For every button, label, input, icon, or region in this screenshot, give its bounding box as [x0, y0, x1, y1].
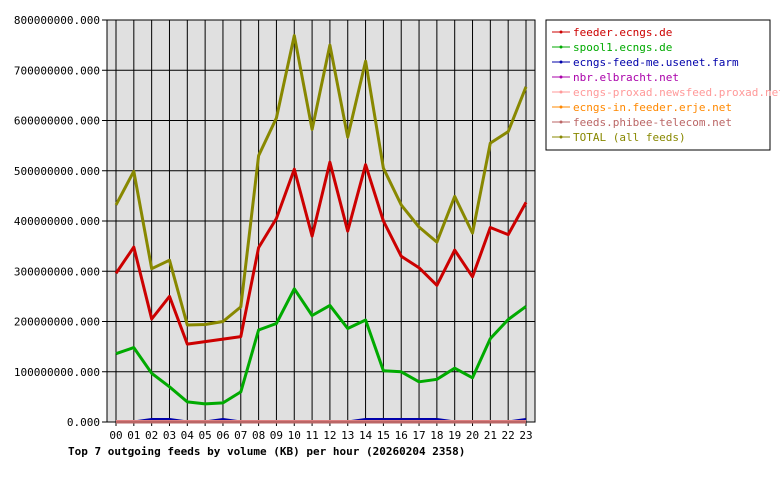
- x-tick-label: 21: [484, 429, 497, 442]
- legend-label: ecngs-proxad.newsfeed.proxad.net: [573, 86, 780, 99]
- x-tick-label: 17: [412, 429, 425, 442]
- x-tick-label: 20: [466, 429, 479, 442]
- x-tick-label: 09: [270, 429, 283, 442]
- legend-marker: [559, 60, 563, 64]
- x-tick-label: 06: [216, 429, 229, 442]
- x-axis-ticks: 00 01 02 03 04 05 06 07 08 09 10 11 12 13 14 15 16 17 18 19…: [109, 422, 533, 442]
- series-line: [115, 287, 527, 406]
- y-tick-label: 200000000.000: [14, 316, 100, 329]
- legend-marker: [559, 30, 563, 34]
- x-tick-label: 11: [305, 429, 318, 442]
- legend-marker: [559, 90, 563, 94]
- y-tick-label: 600000000.000: [14, 115, 100, 128]
- legend-label: feeds.phibee-telecom.net: [573, 116, 732, 129]
- x-tick-label: 05: [199, 429, 212, 442]
- legend-label: ecngs-feed-me.usenet.farm: [573, 56, 739, 69]
- y-tick-label: 800000000.000: [14, 14, 100, 27]
- x-tick-label: 07: [234, 429, 247, 442]
- legend-label: ecngs-in.feeder.erje.net: [573, 101, 732, 114]
- y-tick-label: 400000000.000: [14, 215, 100, 228]
- legend-marker: [559, 135, 563, 139]
- x-tick-label: 04: [181, 429, 195, 442]
- legend-marker: [559, 45, 563, 49]
- x-tick-label: 01: [127, 429, 140, 442]
- x-tick-label: 19: [448, 429, 461, 442]
- x-tick-label: 22: [502, 429, 515, 442]
- series-line: [114, 160, 528, 346]
- series-line: [114, 34, 528, 327]
- x-tick-label: 16: [395, 429, 408, 442]
- x-tick-label: 23: [519, 429, 532, 442]
- series-lines: [114, 34, 528, 424]
- x-tick-label: 15: [377, 429, 390, 442]
- y-tick-label: 700000000.000: [14, 64, 100, 77]
- x-tick-label: 13: [341, 429, 354, 442]
- legend-label: feeder.ecngs.de: [573, 26, 672, 39]
- x-tick-label: 02: [145, 429, 158, 442]
- x-tick-label: 00: [109, 429, 122, 442]
- legend-label: nbr.elbracht.net: [573, 71, 679, 84]
- x-tick-label: 14: [359, 429, 373, 442]
- x-tick-label: 03: [163, 429, 176, 442]
- legend-marker: [559, 105, 563, 109]
- legend-label: spool1.ecngs.de: [573, 41, 672, 54]
- x-tick-label: 12: [323, 429, 336, 442]
- y-axis-ticks: 0.000 100000000.000 200000000.000 300000000…: [14, 14, 107, 429]
- legend-label: TOTAL (all feeds): [573, 131, 686, 144]
- y-tick-label: 500000000.000: [14, 165, 100, 178]
- y-tick-label: 100000000.000: [14, 366, 100, 379]
- legend-marker: [559, 120, 563, 124]
- x-tick-label: 18: [430, 429, 443, 442]
- x-tick-label: 08: [252, 429, 265, 442]
- legend-box: [545, 19, 771, 151]
- x-tick-label: 10: [288, 429, 301, 442]
- legend-marker: [559, 75, 563, 79]
- y-tick-label: 0.000: [67, 416, 100, 429]
- legend: feeder.ecngs.de spool1.ecngs.de ecngs-feed…: [545, 19, 780, 151]
- y-tick-label: 300000000.000: [14, 265, 100, 278]
- chart-title: Top 7 outgoing feeds by volume (KB) per …: [68, 445, 465, 458]
